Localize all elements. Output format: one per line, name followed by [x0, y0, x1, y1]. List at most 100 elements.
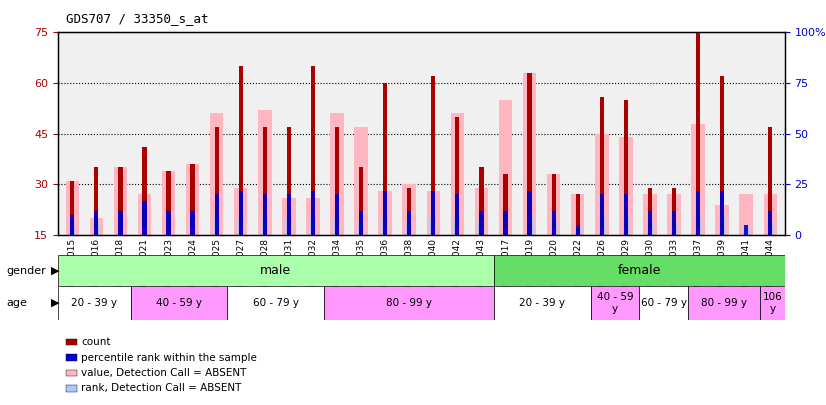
Text: rank, Detection Call = ABSENT: rank, Detection Call = ABSENT [81, 384, 241, 393]
Bar [426, 191, 440, 235]
Bar [165, 222, 172, 235]
Bar [287, 194, 291, 235]
Bar [239, 191, 243, 235]
Bar [479, 211, 483, 235]
Bar [234, 188, 248, 235]
Bar [499, 100, 512, 235]
Bar [238, 218, 244, 235]
Bar [69, 225, 75, 235]
Bar [454, 218, 460, 235]
Bar [383, 191, 387, 235]
Bar [210, 113, 223, 235]
Bar [767, 222, 773, 235]
Text: 60 - 79 y: 60 - 79 y [640, 298, 686, 308]
Text: count: count [81, 337, 111, 347]
Bar [600, 96, 604, 235]
Bar [739, 194, 753, 235]
Bar [431, 191, 435, 235]
Bar [358, 222, 364, 235]
Bar [695, 218, 701, 235]
Bar [743, 228, 749, 235]
Bar [599, 218, 605, 235]
Bar [503, 211, 508, 235]
Bar [311, 66, 315, 235]
Bar [478, 222, 484, 235]
Bar [502, 222, 509, 235]
Bar [407, 188, 411, 235]
Bar [93, 222, 99, 235]
Bar [763, 194, 777, 235]
FancyBboxPatch shape [688, 286, 761, 320]
Bar [523, 73, 536, 235]
Text: ▶: ▶ [51, 266, 59, 275]
Bar [672, 211, 676, 235]
Bar [552, 174, 556, 235]
Bar [335, 127, 339, 235]
Bar [455, 194, 459, 235]
Bar [648, 211, 652, 235]
Bar [696, 32, 700, 235]
Bar [691, 124, 705, 235]
Bar [671, 222, 677, 235]
FancyBboxPatch shape [639, 286, 688, 320]
Bar [672, 188, 676, 235]
Bar [191, 211, 195, 235]
FancyBboxPatch shape [761, 286, 785, 320]
Bar [142, 147, 146, 235]
Bar [282, 198, 296, 235]
Bar [70, 181, 74, 235]
FancyBboxPatch shape [58, 286, 131, 320]
Bar [354, 127, 368, 235]
Bar [214, 218, 220, 235]
Bar [715, 205, 729, 235]
Bar [70, 215, 74, 235]
Text: gender: gender [7, 266, 46, 275]
Bar [620, 137, 633, 235]
Bar [720, 76, 724, 235]
Bar [430, 218, 436, 235]
Bar [768, 211, 772, 235]
Bar [359, 167, 363, 235]
Bar [719, 218, 725, 235]
Bar [166, 211, 171, 235]
Bar [191, 164, 195, 235]
Bar [527, 218, 533, 235]
Text: percentile rank within the sample: percentile rank within the sample [81, 353, 257, 362]
Bar [118, 167, 122, 235]
FancyBboxPatch shape [494, 286, 591, 320]
Bar [89, 218, 103, 235]
Bar [648, 188, 652, 235]
Bar [117, 222, 123, 235]
Bar [311, 191, 315, 235]
FancyBboxPatch shape [325, 286, 494, 320]
Bar [262, 218, 268, 235]
Bar [258, 110, 272, 235]
Bar [166, 171, 171, 235]
Bar [335, 194, 339, 235]
Bar [744, 225, 748, 235]
FancyBboxPatch shape [591, 286, 639, 320]
Bar [141, 218, 147, 235]
Bar [551, 222, 557, 235]
Bar [286, 218, 292, 235]
Bar [600, 194, 604, 235]
Text: 60 - 79 y: 60 - 79 y [253, 298, 299, 308]
Text: male: male [260, 264, 292, 277]
Bar [190, 222, 196, 235]
Text: 106
y: 106 y [762, 292, 782, 313]
Bar [215, 194, 219, 235]
Bar [624, 194, 628, 235]
Bar [334, 218, 340, 235]
Bar [571, 194, 585, 235]
Bar [528, 73, 532, 235]
Bar [359, 211, 363, 235]
Bar [768, 127, 772, 235]
Text: value, Detection Call = ABSENT: value, Detection Call = ABSENT [81, 368, 246, 378]
Bar [118, 211, 122, 235]
Bar [142, 201, 146, 235]
Bar [263, 127, 267, 235]
Text: 80 - 99 y: 80 - 99 y [386, 298, 432, 308]
Bar [503, 174, 508, 235]
Bar [114, 167, 127, 235]
Text: 20 - 39 y: 20 - 39 y [71, 298, 117, 308]
